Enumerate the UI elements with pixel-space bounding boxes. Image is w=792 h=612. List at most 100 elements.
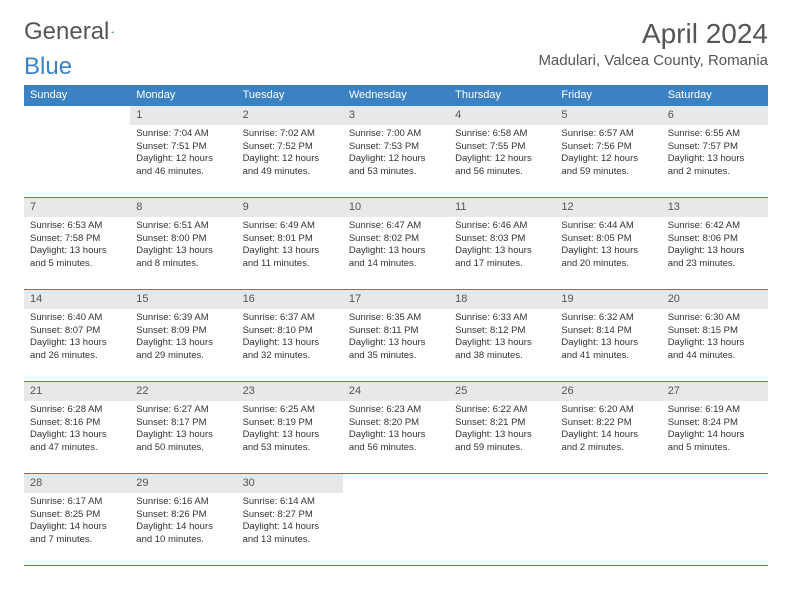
day-number: 2 [237,106,343,125]
calendar-day-cell: 8Sunrise: 6:51 AMSunset: 8:00 PMDaylight… [130,198,236,290]
calendar-day-cell: 23Sunrise: 6:25 AMSunset: 8:19 PMDayligh… [237,382,343,474]
day-content: Sunrise: 6:14 AMSunset: 8:27 PMDaylight:… [237,493,343,550]
logo-text-blue: Blue [24,53,768,81]
calendar-day-cell: 2Sunrise: 7:02 AMSunset: 7:52 PMDaylight… [237,106,343,198]
day-content: Sunrise: 6:58 AMSunset: 7:55 PMDaylight:… [449,125,555,182]
calendar-body: 1Sunrise: 7:04 AMSunset: 7:51 PMDaylight… [24,106,768,566]
calendar-day-cell: 22Sunrise: 6:27 AMSunset: 8:17 PMDayligh… [130,382,236,474]
day-number: 11 [449,198,555,217]
day-number: 20 [662,290,768,309]
day-content: Sunrise: 6:51 AMSunset: 8:00 PMDaylight:… [130,217,236,274]
calendar-day-cell: 15Sunrise: 6:39 AMSunset: 8:09 PMDayligh… [130,290,236,382]
day-number: 27 [662,382,768,401]
calendar-day-cell: 5Sunrise: 6:57 AMSunset: 7:56 PMDaylight… [555,106,661,198]
day-number: 15 [130,290,236,309]
day-number: 18 [449,290,555,309]
calendar-day-cell: 18Sunrise: 6:33 AMSunset: 8:12 PMDayligh… [449,290,555,382]
day-content: Sunrise: 6:33 AMSunset: 8:12 PMDaylight:… [449,309,555,366]
day-content: Sunrise: 6:40 AMSunset: 8:07 PMDaylight:… [24,309,130,366]
calendar-day-cell: 14Sunrise: 6:40 AMSunset: 8:07 PMDayligh… [24,290,130,382]
calendar-week-row: 7Sunrise: 6:53 AMSunset: 7:58 PMDaylight… [24,198,768,290]
day-number: 21 [24,382,130,401]
day-number: 30 [237,474,343,493]
weekday-header: Tuesday [237,85,343,106]
calendar-day-cell [555,474,661,566]
day-content: Sunrise: 6:23 AMSunset: 8:20 PMDaylight:… [343,401,449,458]
weekday-header: Sunday [24,85,130,106]
day-number: 7 [24,198,130,217]
calendar-day-cell: 25Sunrise: 6:22 AMSunset: 8:21 PMDayligh… [449,382,555,474]
calendar-day-cell: 30Sunrise: 6:14 AMSunset: 8:27 PMDayligh… [237,474,343,566]
logo: General [24,18,129,46]
day-number: 23 [237,382,343,401]
day-number: 3 [343,106,449,125]
day-content: Sunrise: 6:17 AMSunset: 8:25 PMDaylight:… [24,493,130,550]
day-content: Sunrise: 6:25 AMSunset: 8:19 PMDaylight:… [237,401,343,458]
calendar-week-row: 1Sunrise: 7:04 AMSunset: 7:51 PMDaylight… [24,106,768,198]
calendar-day-cell: 26Sunrise: 6:20 AMSunset: 8:22 PMDayligh… [555,382,661,474]
calendar-day-cell [662,474,768,566]
day-number: 28 [24,474,130,493]
calendar-day-cell: 20Sunrise: 6:30 AMSunset: 8:15 PMDayligh… [662,290,768,382]
calendar-day-cell: 11Sunrise: 6:46 AMSunset: 8:03 PMDayligh… [449,198,555,290]
day-number: 12 [555,198,661,217]
day-number: 25 [449,382,555,401]
day-content: Sunrise: 7:02 AMSunset: 7:52 PMDaylight:… [237,125,343,182]
calendar-day-cell: 29Sunrise: 6:16 AMSunset: 8:26 PMDayligh… [130,474,236,566]
calendar-day-cell: 3Sunrise: 7:00 AMSunset: 7:53 PMDaylight… [343,106,449,198]
day-content: Sunrise: 6:57 AMSunset: 7:56 PMDaylight:… [555,125,661,182]
weekday-header-row: SundayMondayTuesdayWednesdayThursdayFrid… [24,85,768,106]
day-content: Sunrise: 6:19 AMSunset: 8:24 PMDaylight:… [662,401,768,458]
weekday-header: Monday [130,85,236,106]
weekday-header: Friday [555,85,661,106]
day-content: Sunrise: 6:49 AMSunset: 8:01 PMDaylight:… [237,217,343,274]
day-content: Sunrise: 6:20 AMSunset: 8:22 PMDaylight:… [555,401,661,458]
day-number: 22 [130,382,236,401]
day-content: Sunrise: 6:32 AMSunset: 8:14 PMDaylight:… [555,309,661,366]
weekday-header: Saturday [662,85,768,106]
day-number: 14 [24,290,130,309]
day-content: Sunrise: 6:30 AMSunset: 8:15 PMDaylight:… [662,309,768,366]
calendar-day-cell: 12Sunrise: 6:44 AMSunset: 8:05 PMDayligh… [555,198,661,290]
logo-triangle-icon [111,24,114,40]
day-content: Sunrise: 6:22 AMSunset: 8:21 PMDaylight:… [449,401,555,458]
calendar-day-cell: 7Sunrise: 6:53 AMSunset: 7:58 PMDaylight… [24,198,130,290]
day-content: Sunrise: 6:44 AMSunset: 8:05 PMDaylight:… [555,217,661,274]
day-number: 10 [343,198,449,217]
day-content: Sunrise: 6:47 AMSunset: 8:02 PMDaylight:… [343,217,449,274]
day-content: Sunrise: 6:37 AMSunset: 8:10 PMDaylight:… [237,309,343,366]
calendar-day-cell: 21Sunrise: 6:28 AMSunset: 8:16 PMDayligh… [24,382,130,474]
weekday-header: Wednesday [343,85,449,106]
day-content: Sunrise: 7:00 AMSunset: 7:53 PMDaylight:… [343,125,449,182]
day-content: Sunrise: 6:46 AMSunset: 8:03 PMDaylight:… [449,217,555,274]
calendar-day-cell: 6Sunrise: 6:55 AMSunset: 7:57 PMDaylight… [662,106,768,198]
day-content: Sunrise: 6:53 AMSunset: 7:58 PMDaylight:… [24,217,130,274]
day-number: 6 [662,106,768,125]
day-content: Sunrise: 6:42 AMSunset: 8:06 PMDaylight:… [662,217,768,274]
calendar-day-cell: 1Sunrise: 7:04 AMSunset: 7:51 PMDaylight… [130,106,236,198]
day-number: 8 [130,198,236,217]
day-content: Sunrise: 6:16 AMSunset: 8:26 PMDaylight:… [130,493,236,550]
calendar-week-row: 28Sunrise: 6:17 AMSunset: 8:25 PMDayligh… [24,474,768,566]
calendar-week-row: 21Sunrise: 6:28 AMSunset: 8:16 PMDayligh… [24,382,768,474]
day-content: Sunrise: 7:04 AMSunset: 7:51 PMDaylight:… [130,125,236,182]
day-number: 17 [343,290,449,309]
day-number: 5 [555,106,661,125]
calendar-day-cell [343,474,449,566]
day-number: 29 [130,474,236,493]
calendar-day-cell [449,474,555,566]
calendar-day-cell: 24Sunrise: 6:23 AMSunset: 8:20 PMDayligh… [343,382,449,474]
calendar-week-row: 14Sunrise: 6:40 AMSunset: 8:07 PMDayligh… [24,290,768,382]
day-content: Sunrise: 6:55 AMSunset: 7:57 PMDaylight:… [662,125,768,182]
day-number: 26 [555,382,661,401]
day-number: 13 [662,198,768,217]
calendar-day-cell: 10Sunrise: 6:47 AMSunset: 8:02 PMDayligh… [343,198,449,290]
day-content: Sunrise: 6:35 AMSunset: 8:11 PMDaylight:… [343,309,449,366]
calendar-day-cell: 9Sunrise: 6:49 AMSunset: 8:01 PMDaylight… [237,198,343,290]
calendar-day-cell: 28Sunrise: 6:17 AMSunset: 8:25 PMDayligh… [24,474,130,566]
calendar-day-cell: 27Sunrise: 6:19 AMSunset: 8:24 PMDayligh… [662,382,768,474]
month-title: April 2024 [538,18,768,50]
weekday-header: Thursday [449,85,555,106]
calendar-day-cell [24,106,130,198]
calendar-day-cell: 17Sunrise: 6:35 AMSunset: 8:11 PMDayligh… [343,290,449,382]
